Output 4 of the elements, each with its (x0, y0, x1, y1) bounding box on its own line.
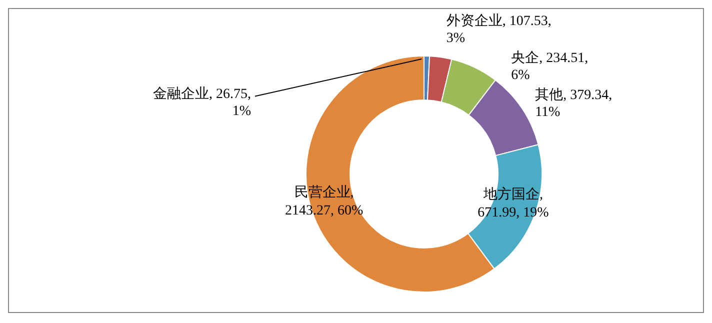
slice-label: 央企, 234.51, 6% (511, 50, 588, 83)
slice-label: 外资企业, 107.53, 3% (446, 13, 552, 46)
slice-label: 金融企业, 26.75, 1% (153, 86, 252, 120)
slice-label: 其他, 379.34, 11% (535, 87, 612, 120)
